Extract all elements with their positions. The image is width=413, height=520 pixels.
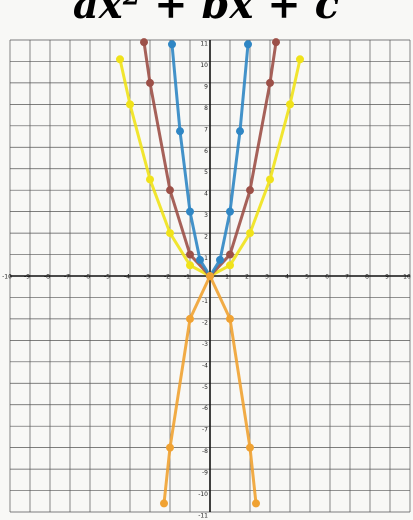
- point: [186, 315, 194, 323]
- y-tick-label: -3: [202, 341, 208, 348]
- x-tick-label: -3: [144, 274, 150, 281]
- chart: ax² + bx + c -10-9-8-7-6-5-4-3-2-1123456…: [0, 0, 413, 520]
- x-tick-label: -5: [104, 274, 110, 281]
- point: [160, 499, 168, 507]
- point: [126, 100, 134, 108]
- point: [146, 175, 154, 183]
- y-tick-label: 8: [204, 105, 208, 112]
- point: [216, 256, 224, 264]
- point: [166, 229, 174, 237]
- y-tick-label: -7: [202, 427, 208, 434]
- x-tick-label: -4: [124, 274, 130, 281]
- point: [186, 261, 194, 269]
- y-tick-label: 1: [204, 255, 208, 262]
- x-tick-label: 4: [285, 274, 289, 281]
- point: [266, 79, 274, 87]
- y-tick-label: 3: [204, 212, 208, 219]
- y-tick-label: 10: [200, 62, 208, 69]
- y-tick-label: 11: [200, 41, 208, 48]
- y-tick-label: -2: [202, 319, 208, 326]
- point: [236, 127, 244, 135]
- x-tick-label: 3: [265, 274, 269, 281]
- point: [246, 229, 254, 237]
- point: [246, 444, 254, 452]
- x-tick-label: 8: [365, 274, 369, 281]
- y-tick-label: -6: [202, 405, 208, 412]
- y-tick-label: -10: [198, 491, 208, 498]
- point: [272, 38, 280, 46]
- point: [146, 79, 154, 87]
- y-tick-label: 2: [204, 234, 208, 241]
- point: [206, 272, 214, 280]
- point: [226, 315, 234, 323]
- point: [286, 100, 294, 108]
- chart-title: ax² + bx + c: [73, 0, 339, 28]
- point: [116, 55, 124, 63]
- point: [168, 40, 176, 48]
- point: [186, 251, 194, 259]
- x-tick-label: -1: [184, 274, 190, 281]
- x-tick-label: 5: [305, 274, 309, 281]
- point: [166, 186, 174, 194]
- y-tick-label: -11: [198, 513, 208, 520]
- x-tick-label: 2: [245, 274, 249, 281]
- x-tick-label: -2: [164, 274, 170, 281]
- y-tick-label: -5: [202, 384, 208, 391]
- x-tick-label: -10: [2, 274, 12, 281]
- point: [176, 127, 184, 135]
- point: [266, 175, 274, 183]
- y-tick-label: -9: [202, 470, 208, 477]
- point: [140, 38, 148, 46]
- x-tick-label: 7: [345, 274, 349, 281]
- point: [296, 55, 304, 63]
- y-tick-label: 4: [204, 191, 208, 198]
- x-tick-label: -9: [24, 274, 30, 281]
- point: [166, 444, 174, 452]
- y-tick-label: 6: [204, 148, 208, 155]
- y-tick-label: -4: [202, 362, 208, 369]
- x-tick-label: 9: [385, 274, 389, 281]
- y-tick-label: 9: [204, 83, 208, 90]
- y-tick-label: 5: [204, 169, 208, 176]
- x-tick-label: -8: [44, 274, 50, 281]
- point: [196, 256, 204, 264]
- y-tick-label: 7: [204, 126, 208, 133]
- point: [252, 499, 260, 507]
- point: [226, 261, 234, 269]
- x-tick-label: -6: [84, 274, 90, 281]
- point: [246, 186, 254, 194]
- y-tick-label: -8: [202, 448, 208, 455]
- point: [244, 40, 252, 48]
- x-tick-label: 10: [403, 274, 411, 281]
- x-tick-label: 1: [225, 274, 229, 281]
- x-tick-label: 6: [325, 274, 329, 281]
- point: [226, 251, 234, 259]
- x-tick-label: -7: [64, 274, 70, 281]
- point: [226, 208, 234, 216]
- y-tick-label: -1: [202, 298, 208, 305]
- point: [186, 208, 194, 216]
